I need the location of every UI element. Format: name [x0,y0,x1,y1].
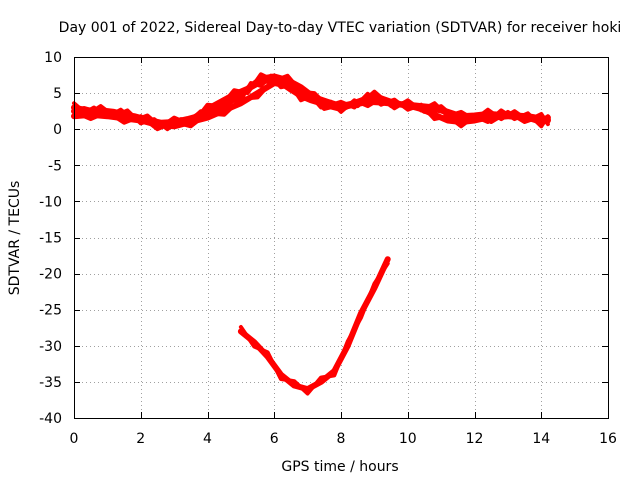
x-tick-label: 4 [203,431,212,447]
y-axis-title: SDTVAR / TECUs [7,181,23,296]
series-trace-d-noise [238,261,390,396]
x-tick-label: 16 [599,431,617,447]
series-trace-d [237,256,391,393]
ticks [74,57,609,419]
x-tick-label: 10 [399,431,417,447]
chart-title: Day 001 of 2022, Sidereal Day-to-day VTE… [59,20,622,36]
series-trace-c-noise [72,76,550,132]
x-tick-label: 6 [270,431,279,447]
x-tick-label: 2 [136,431,145,447]
y-tick-label: -35 [39,375,62,391]
y-tick-label: -20 [39,267,62,283]
y-tick-label: 0 [53,122,62,138]
x-tick-label: 8 [337,431,346,447]
x-tick-label: 0 [70,431,79,447]
x-tick-label: 14 [532,431,550,447]
y-tick-label: -40 [39,411,62,427]
y-tick-label: -15 [39,231,62,247]
y-tick-label: 5 [53,86,62,102]
y-tick-label: -10 [39,194,62,210]
y-tick-label: 10 [44,50,62,66]
y-tick-label: -25 [39,303,62,319]
y-tick-label: -30 [39,339,62,355]
series-layer [71,72,551,396]
tick-labels: 0 2 4 6 8 10 12 14 16 10 5 0 -5 -10 -15 -20 -25 -30 -35 -40 [39,50,617,447]
x-axis-title: GPS time / hours [281,459,398,475]
x-tick-label: 12 [466,431,484,447]
y-tick-label: -5 [48,158,62,174]
